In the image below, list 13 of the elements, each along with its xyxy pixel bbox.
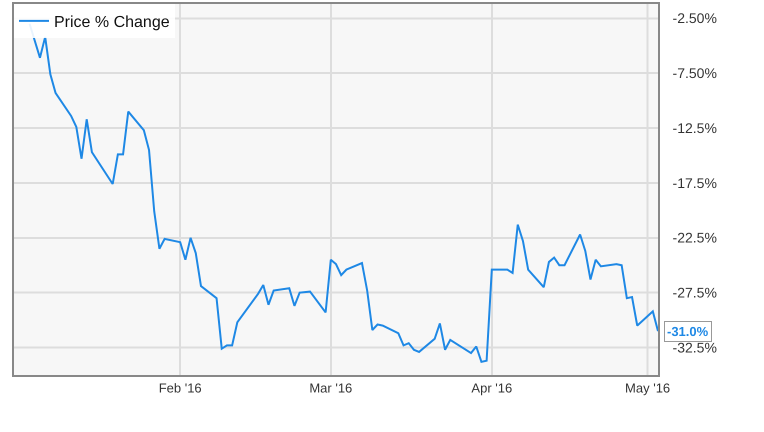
y-tick-label: -17.5% [672, 174, 717, 191]
data-label: -31.0% [667, 324, 709, 339]
x-tick-label: May '16 [625, 380, 670, 396]
y-tick-label: -7.50% [672, 65, 717, 82]
y-tick-label: -12.5% [672, 120, 717, 136]
x-tick-label: Feb '16 [158, 380, 202, 396]
x-tick-label: Mar '16 [309, 380, 352, 396]
y-tick-label: -2.50% [672, 10, 717, 26]
legend-label: Price % Change [54, 14, 170, 32]
y-tick-label: -27.5% [672, 284, 717, 301]
y-tick-label: -22.5% [672, 230, 717, 246]
y-tick-label: -32.5% [672, 339, 717, 356]
x-tick-label: Apr '16 [471, 380, 512, 396]
